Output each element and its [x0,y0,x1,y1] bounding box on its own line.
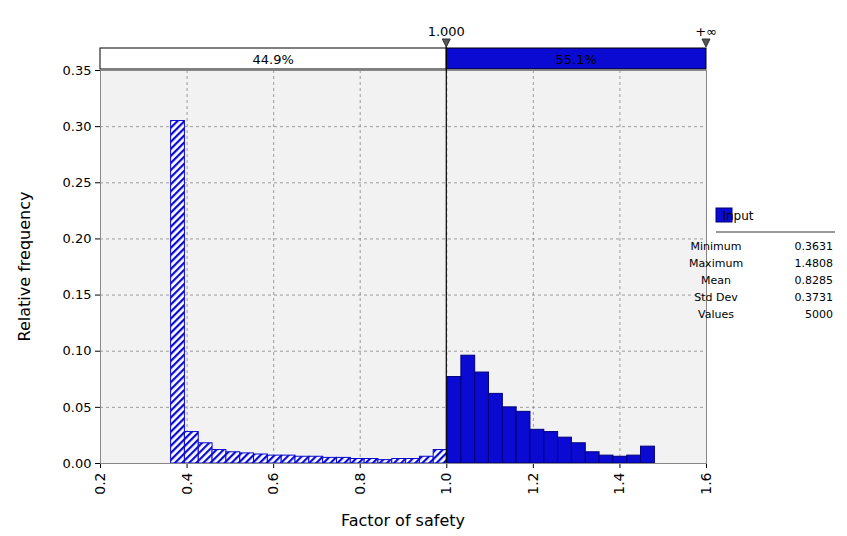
svg-text:1.4808: 1.4808 [795,257,834,270]
svg-text:0.30: 0.30 [63,119,92,134]
svg-text:Mean: Mean [701,274,731,287]
svg-text:55.1%: 55.1% [555,52,596,67]
svg-text:0.2: 0.2 [92,473,108,495]
svg-text:0.3631: 0.3631 [795,240,834,253]
svg-text:1.6: 1.6 [698,472,714,494]
svg-text:0.05: 0.05 [63,400,92,415]
svg-text:+∞: +∞ [695,24,717,39]
svg-text:0.8285: 0.8285 [795,274,834,287]
svg-text:0.25: 0.25 [63,175,92,190]
svg-text:0.10: 0.10 [63,343,92,358]
svg-text:Values: Values [698,308,734,321]
svg-text:0.3731: 0.3731 [795,291,834,304]
svg-text:0.00: 0.00 [63,456,92,471]
svg-text:Minimum: Minimum [691,240,742,253]
svg-text:Relative frequency: Relative frequency [15,192,34,342]
svg-text:44.9%: 44.9% [252,52,293,67]
svg-text:0.8: 0.8 [352,473,368,495]
svg-text:1.0: 1.0 [438,473,454,495]
svg-text:5000: 5000 [805,308,833,321]
svg-text:Factor of safety: Factor of safety [341,511,465,530]
svg-text:0.6: 0.6 [265,472,281,494]
svg-text:1.2: 1.2 [525,473,541,495]
svg-text:0.15: 0.15 [63,287,92,302]
svg-text:Input: Input [722,209,753,223]
svg-text:1.4: 1.4 [611,472,627,494]
svg-text:0.35: 0.35 [63,63,92,78]
svg-text:1.000: 1.000 [428,24,465,39]
svg-text:Std Dev: Std Dev [694,291,738,304]
svg-text:0.4: 0.4 [179,472,195,494]
svg-text:Maximum: Maximum [689,257,743,270]
svg-text:0.20: 0.20 [63,231,92,246]
